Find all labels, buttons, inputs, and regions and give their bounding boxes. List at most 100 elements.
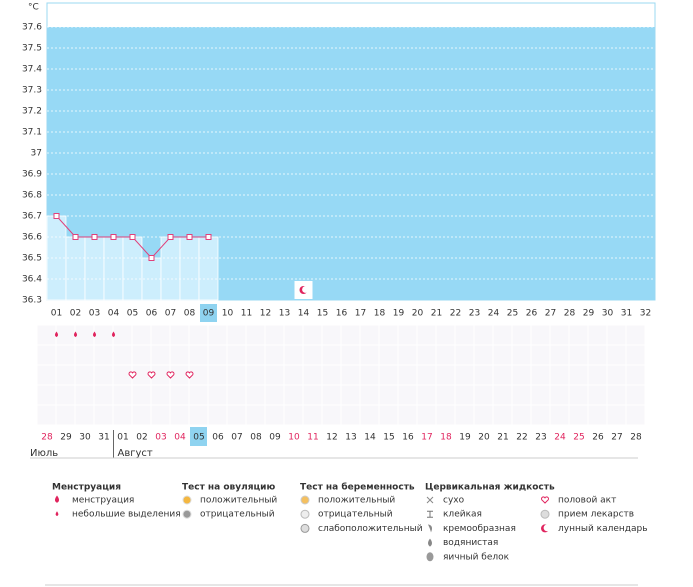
grid-cell [607, 405, 626, 425]
temp-point [72, 234, 79, 240]
grid-cell [588, 405, 607, 425]
grid-cell [189, 325, 208, 345]
intercourse-icon [128, 371, 137, 379]
grid-cell [94, 325, 113, 345]
grid-cell [607, 365, 626, 385]
date-label: 14 [364, 433, 376, 443]
grid-cell [246, 405, 265, 425]
grid-cell [75, 365, 94, 385]
grid-cell [531, 405, 550, 425]
x-tick-label: 02 [70, 309, 81, 319]
grid-cell [436, 385, 455, 405]
y-tick-label: 37 [31, 149, 42, 159]
grid-cell [531, 325, 550, 345]
date-label: 24 [554, 433, 566, 443]
y-tick-label: 36.3 [22, 296, 42, 306]
date-label: 22 [516, 433, 527, 443]
drop-icon [111, 331, 116, 338]
temp-point [91, 234, 98, 240]
grid-cell [208, 365, 227, 385]
date-label: 17 [421, 433, 432, 443]
date-label: 10 [288, 433, 300, 443]
grid-cell [227, 325, 246, 345]
x-tick-label: 22 [450, 309, 461, 319]
grid-cell [265, 385, 284, 405]
grid-cell [246, 345, 265, 365]
legend-item: небольшие выделения [72, 510, 181, 520]
y-tick-label: 36.5 [22, 254, 42, 264]
grid-cell [303, 405, 322, 425]
grid-cell [322, 405, 341, 425]
grid-cell [56, 345, 75, 365]
x-tick-label: 21 [431, 309, 442, 319]
grid-cell [531, 365, 550, 385]
grid-cell [569, 325, 588, 345]
temp-point [53, 213, 60, 219]
legend-icon [300, 509, 310, 519]
temp-point [186, 234, 193, 240]
grid-cell [569, 345, 588, 365]
legend-item: кремообразная [443, 524, 516, 534]
grid-cell [626, 365, 645, 385]
grid-cell [113, 345, 132, 365]
grid-cell [607, 385, 626, 405]
grid-cell [531, 385, 550, 405]
temp-column [160, 236, 181, 301]
grid-cell [189, 365, 208, 385]
legend-title: Тест на беременность [300, 482, 415, 493]
date-label: 09 [269, 433, 281, 443]
grid-cell [113, 325, 132, 345]
grid-cell [398, 365, 417, 385]
x-tick-label: 24 [488, 309, 500, 319]
date-label: 13 [345, 433, 356, 443]
date-label: 05 [193, 433, 204, 443]
x-tick-label: 09 [203, 309, 215, 319]
legend-item: лунный календарь [558, 524, 648, 534]
legend-icon [428, 538, 432, 547]
date-label: 20 [478, 433, 490, 443]
grid-cell [493, 345, 512, 365]
grid-cell [322, 325, 341, 345]
grid-cell [569, 405, 588, 425]
grid-cell [246, 385, 265, 405]
grid-cell [436, 365, 455, 385]
x-tick-label: 04 [108, 309, 120, 319]
y-tick-label: 36.4 [22, 275, 42, 285]
legend-item: клейкая [443, 510, 482, 520]
date-label: 19 [459, 433, 471, 443]
grid-cell [265, 405, 284, 425]
date-label: 31 [98, 433, 109, 443]
x-tick-label: 17 [355, 309, 366, 319]
date-label: 02 [136, 433, 147, 443]
month-label: Июль [30, 448, 58, 459]
grid-cell [455, 405, 474, 425]
month-label: Август [118, 448, 153, 459]
temp-point [129, 234, 136, 240]
grid-cell [227, 365, 246, 385]
y-tick-label: 36.8 [22, 191, 42, 201]
grid-cell [569, 365, 588, 385]
grid-cell [75, 325, 94, 345]
date-label: 04 [174, 433, 186, 443]
moon-icon [302, 286, 309, 293]
grid-cell [379, 325, 398, 345]
grid-cell [170, 325, 189, 345]
date-label: 28 [41, 433, 53, 443]
grid-cell [227, 405, 246, 425]
x-tick-label: 16 [336, 309, 348, 319]
legend-item: положительный [200, 496, 277, 506]
x-tick-label: 13 [279, 309, 290, 319]
grid-cell [113, 405, 132, 425]
grid-cell [550, 405, 569, 425]
date-label: 07 [231, 433, 242, 443]
grid-cell [436, 405, 455, 425]
grid-cell [170, 385, 189, 405]
grid-cell [360, 345, 379, 365]
grid-cell [265, 325, 284, 345]
grid-cell [493, 365, 512, 385]
y-tick-label: 37.5 [22, 44, 42, 54]
grid-cell [94, 405, 113, 425]
legend-title: Цервикальная жидкость [425, 483, 555, 493]
x-tick-label: 03 [89, 309, 100, 319]
grid-cell [474, 385, 493, 405]
